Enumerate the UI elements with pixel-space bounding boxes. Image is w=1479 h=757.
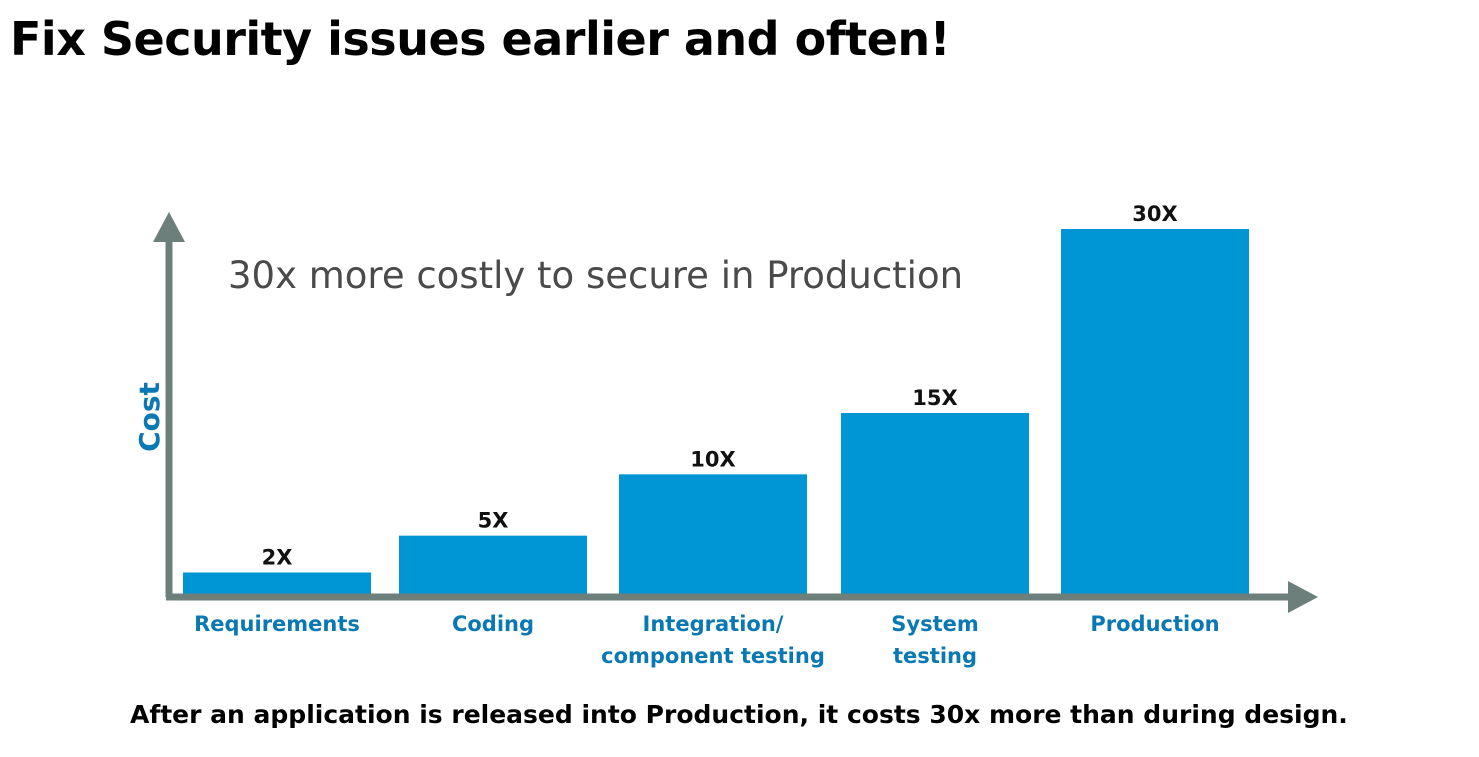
category-label: Integration/ — [643, 612, 784, 636]
y-axis-arrow — [153, 212, 185, 242]
data-label: 30X — [1132, 202, 1177, 226]
data-label: 2X — [262, 545, 293, 569]
x-axis-arrow — [1288, 581, 1318, 613]
page-title: Fix Security issues earlier and often! — [10, 12, 951, 66]
category-label: Coding — [452, 612, 534, 636]
bar — [619, 474, 807, 597]
data-label: 15X — [912, 386, 957, 410]
bar — [1061, 229, 1249, 597]
category-label: Requirements — [194, 612, 360, 636]
y-axis-label: Cost — [133, 382, 166, 452]
category-label: component testing — [601, 644, 825, 668]
data-label: 10X — [690, 447, 735, 471]
category-label: Production — [1090, 612, 1219, 636]
bar — [183, 572, 371, 597]
category-label: System — [891, 612, 978, 636]
bar — [841, 413, 1029, 597]
chart-annotation: 30x more costly to secure in Production — [228, 254, 963, 297]
data-label: 5X — [478, 509, 509, 533]
footer-note: After an application is released into Pr… — [130, 700, 1348, 729]
bar — [399, 535, 587, 597]
category-label: testing — [893, 644, 977, 668]
